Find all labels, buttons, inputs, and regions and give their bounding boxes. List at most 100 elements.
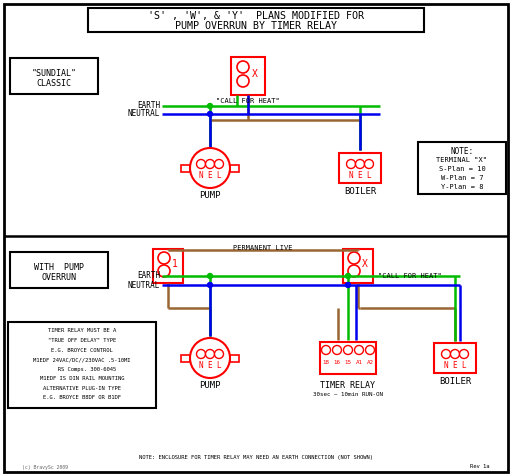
Circle shape [205, 159, 215, 169]
Circle shape [207, 282, 212, 288]
Bar [181, 165, 190, 171]
Circle shape [215, 349, 224, 358]
Circle shape [197, 159, 205, 169]
Text: "CALL FOR HEAT": "CALL FOR HEAT" [216, 98, 280, 104]
Text: N: N [199, 360, 203, 369]
Text: E: E [358, 170, 362, 179]
Text: X: X [252, 69, 258, 79]
Circle shape [237, 75, 249, 87]
Text: BOILER: BOILER [344, 188, 376, 197]
Text: A1: A1 [355, 360, 362, 366]
Circle shape [348, 252, 360, 264]
Text: W-Plan = 7: W-Plan = 7 [441, 175, 483, 181]
Text: 30sec ~ 10min RUN-ON: 30sec ~ 10min RUN-ON [313, 391, 383, 397]
Text: E.G. BROYCE B8DF OR B1DF: E.G. BROYCE B8DF OR B1DF [43, 395, 121, 400]
Circle shape [190, 338, 230, 378]
Text: L: L [367, 170, 371, 179]
Text: PERMANENT LIVE: PERMANENT LIVE [233, 245, 293, 251]
Bar [8, 322, 156, 408]
Circle shape [441, 349, 451, 358]
Circle shape [322, 346, 331, 355]
Bar [230, 165, 239, 171]
Text: BOILER: BOILER [439, 377, 471, 387]
Circle shape [190, 148, 230, 188]
Text: OVERRUN: OVERRUN [41, 274, 76, 282]
Bar [153, 249, 183, 283]
Text: N: N [349, 170, 353, 179]
Text: NOTE:: NOTE: [451, 147, 474, 156]
Circle shape [197, 349, 205, 358]
Circle shape [207, 274, 212, 278]
Circle shape [365, 159, 373, 169]
Text: E: E [208, 360, 212, 369]
Text: Rev 1a: Rev 1a [471, 465, 490, 469]
Text: A2: A2 [367, 360, 373, 366]
Text: "TRUE OFF DELAY" TYPE: "TRUE OFF DELAY" TYPE [48, 338, 116, 343]
Text: WITH  PUMP: WITH PUMP [34, 264, 84, 272]
Text: (c) BravySc 2009: (c) BravySc 2009 [22, 465, 68, 469]
Text: CLASSIC: CLASSIC [36, 79, 72, 89]
Circle shape [158, 265, 170, 277]
Text: NOTE: ENCLOSURE FOR TIMER RELAY MAY NEED AN EARTH CONNECTION (NOT SHOWN): NOTE: ENCLOSURE FOR TIMER RELAY MAY NEED… [139, 456, 373, 460]
Text: Y-Plan = 8: Y-Plan = 8 [441, 184, 483, 190]
Text: E: E [453, 360, 457, 369]
Bar [230, 355, 239, 361]
Text: TERMINAL "X": TERMINAL "X" [437, 157, 487, 163]
Text: 1: 1 [172, 259, 178, 269]
Text: L: L [217, 170, 221, 179]
Bar [343, 249, 373, 283]
Text: M1EDF IS DIN RAIL MOUNTING: M1EDF IS DIN RAIL MOUNTING [40, 376, 124, 381]
Bar [320, 342, 376, 374]
Text: S-Plan = 10: S-Plan = 10 [439, 166, 485, 172]
Text: 'S' , 'W', & 'Y'  PLANS MODIFIED FOR: 'S' , 'W', & 'Y' PLANS MODIFIED FOR [148, 11, 364, 21]
Circle shape [207, 103, 212, 109]
Text: 16: 16 [333, 360, 340, 366]
Circle shape [346, 274, 351, 278]
Circle shape [215, 159, 224, 169]
Text: RS Comps. 300-6045: RS Comps. 300-6045 [48, 367, 116, 371]
Circle shape [347, 159, 355, 169]
Circle shape [207, 111, 212, 117]
Text: M1EDF 24VAC/DC//230VAC .5-10MI: M1EDF 24VAC/DC//230VAC .5-10MI [33, 357, 131, 362]
Text: PUMP: PUMP [199, 191, 221, 200]
Circle shape [366, 346, 374, 355]
Circle shape [332, 346, 342, 355]
Text: TIMER RELAY MUST BE A: TIMER RELAY MUST BE A [48, 328, 116, 334]
Text: L: L [217, 360, 221, 369]
Circle shape [451, 349, 459, 358]
Text: EARTH: EARTH [137, 101, 160, 110]
Text: "SUNDIAL": "SUNDIAL" [32, 69, 76, 79]
Text: N: N [444, 360, 449, 369]
Text: "CALL FOR HEAT": "CALL FOR HEAT" [378, 273, 442, 279]
Text: NEUTRAL: NEUTRAL [127, 280, 160, 289]
Text: X: X [362, 259, 368, 269]
Bar [339, 153, 381, 183]
Circle shape [158, 252, 170, 264]
Circle shape [237, 61, 249, 73]
Circle shape [346, 282, 351, 288]
Circle shape [344, 346, 352, 355]
Bar [434, 343, 476, 373]
Circle shape [348, 265, 360, 277]
Text: 18: 18 [323, 360, 330, 366]
Text: EARTH: EARTH [137, 271, 160, 280]
Text: ALTERNATIVE PLUG-IN TYPE: ALTERNATIVE PLUG-IN TYPE [43, 386, 121, 390]
Text: PUMP: PUMP [199, 381, 221, 390]
Circle shape [459, 349, 468, 358]
Circle shape [354, 346, 364, 355]
Bar [10, 252, 108, 288]
Text: L: L [462, 360, 466, 369]
Bar [181, 355, 190, 361]
Circle shape [355, 159, 365, 169]
Text: TIMER RELAY: TIMER RELAY [321, 381, 375, 390]
Bar [10, 58, 98, 94]
Text: E: E [208, 170, 212, 179]
Text: 15: 15 [345, 360, 352, 366]
Circle shape [205, 349, 215, 358]
Text: NEUTRAL: NEUTRAL [127, 109, 160, 119]
Text: E.G. BROYCE CONTROL: E.G. BROYCE CONTROL [51, 347, 113, 353]
Text: PUMP OVERRUN BY TIMER RELAY: PUMP OVERRUN BY TIMER RELAY [175, 21, 337, 31]
Text: N: N [199, 170, 203, 179]
Bar [418, 142, 506, 194]
Bar [88, 8, 424, 32]
